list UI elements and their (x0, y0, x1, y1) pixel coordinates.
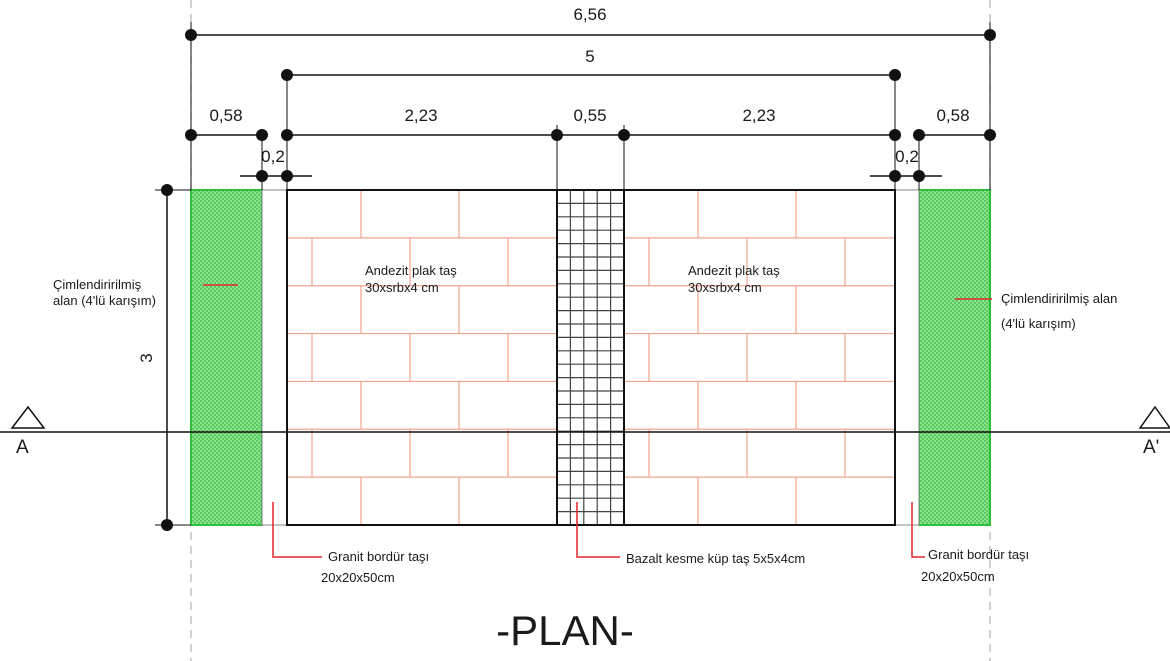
section-mark-left: A (16, 437, 29, 458)
dimension-label-left-green: 0,58 (209, 106, 242, 125)
dimension-label-left-border: 0,2 (261, 147, 285, 166)
dimension-node (889, 170, 901, 182)
dimension-node (984, 29, 996, 41)
dimension-node (185, 29, 197, 41)
label-grass-right: Çimlendiririlmiş alan (4'lü karışım) (1001, 291, 1121, 331)
dimension-label-right-paving: 2,23 (742, 106, 775, 125)
andesite-paving-right (624, 190, 895, 525)
label-paving-right: Andezit plak taş 30xsrbx4 cm (688, 263, 783, 295)
dimension-node (984, 129, 996, 141)
curb-right (894, 189, 920, 526)
basalt-cube-strip (557, 190, 625, 526)
dimension-node (161, 184, 173, 196)
dimension-node (256, 170, 268, 182)
dimension-node (281, 129, 293, 141)
dimension-node (281, 170, 293, 182)
dimension-node (185, 129, 197, 141)
dimension-node (889, 129, 901, 141)
dimension-total-width (190, 22, 991, 190)
dimension-node (281, 69, 293, 81)
dimension-height (155, 189, 191, 526)
dimension-node (256, 129, 268, 141)
label-border-right: Granit bordür taşı 20x20x50cm (921, 547, 1033, 584)
dimension-label-center-strip: 0,55 (573, 106, 606, 125)
dimension-inner-width (286, 74, 896, 190)
dimension-label-right-green: 0,58 (936, 106, 969, 125)
dimension-label-total: 6,56 (573, 5, 606, 24)
dimension-node (161, 519, 173, 531)
dimension-node (913, 129, 925, 141)
dimension-label-right-border: 0,2 (895, 147, 919, 166)
paving-left-outline (286, 189, 558, 526)
dimension-label-left-paving: 2,23 (404, 106, 437, 125)
andesite-paving-left (287, 190, 557, 525)
cube-strip-outline (556, 189, 625, 526)
label-paving-left: Andezit plak taş 30xsrbx4 cm (365, 263, 460, 295)
drawing-title: -PLAN- (496, 607, 634, 654)
dimension-label-inner: 5 (585, 47, 594, 66)
section-triangle-left (10, 405, 46, 429)
curb-left (261, 189, 288, 526)
label-grass-left: Çimlendiririlmiş alan (4'lü karışım) (53, 277, 156, 308)
dimension-node (889, 69, 901, 81)
dimension-label-height: 3 (137, 353, 156, 362)
dimension-node (913, 170, 925, 182)
label-center-strip: Bazalt kesme küp taş 5x5x4cm (626, 551, 805, 566)
label-border-left: Granit bordür taşı 20x20x50cm (321, 549, 433, 585)
dimension-node (551, 129, 563, 141)
section-triangle-right (1138, 405, 1170, 429)
section-mark-right: A' (1143, 437, 1159, 458)
dimension-chain (191, 125, 990, 190)
grass-area-right (918, 189, 991, 526)
dimension-node (618, 129, 630, 141)
paving-right-outline (623, 189, 896, 526)
grass-area-left (190, 189, 263, 526)
leader-lines (203, 284, 992, 558)
